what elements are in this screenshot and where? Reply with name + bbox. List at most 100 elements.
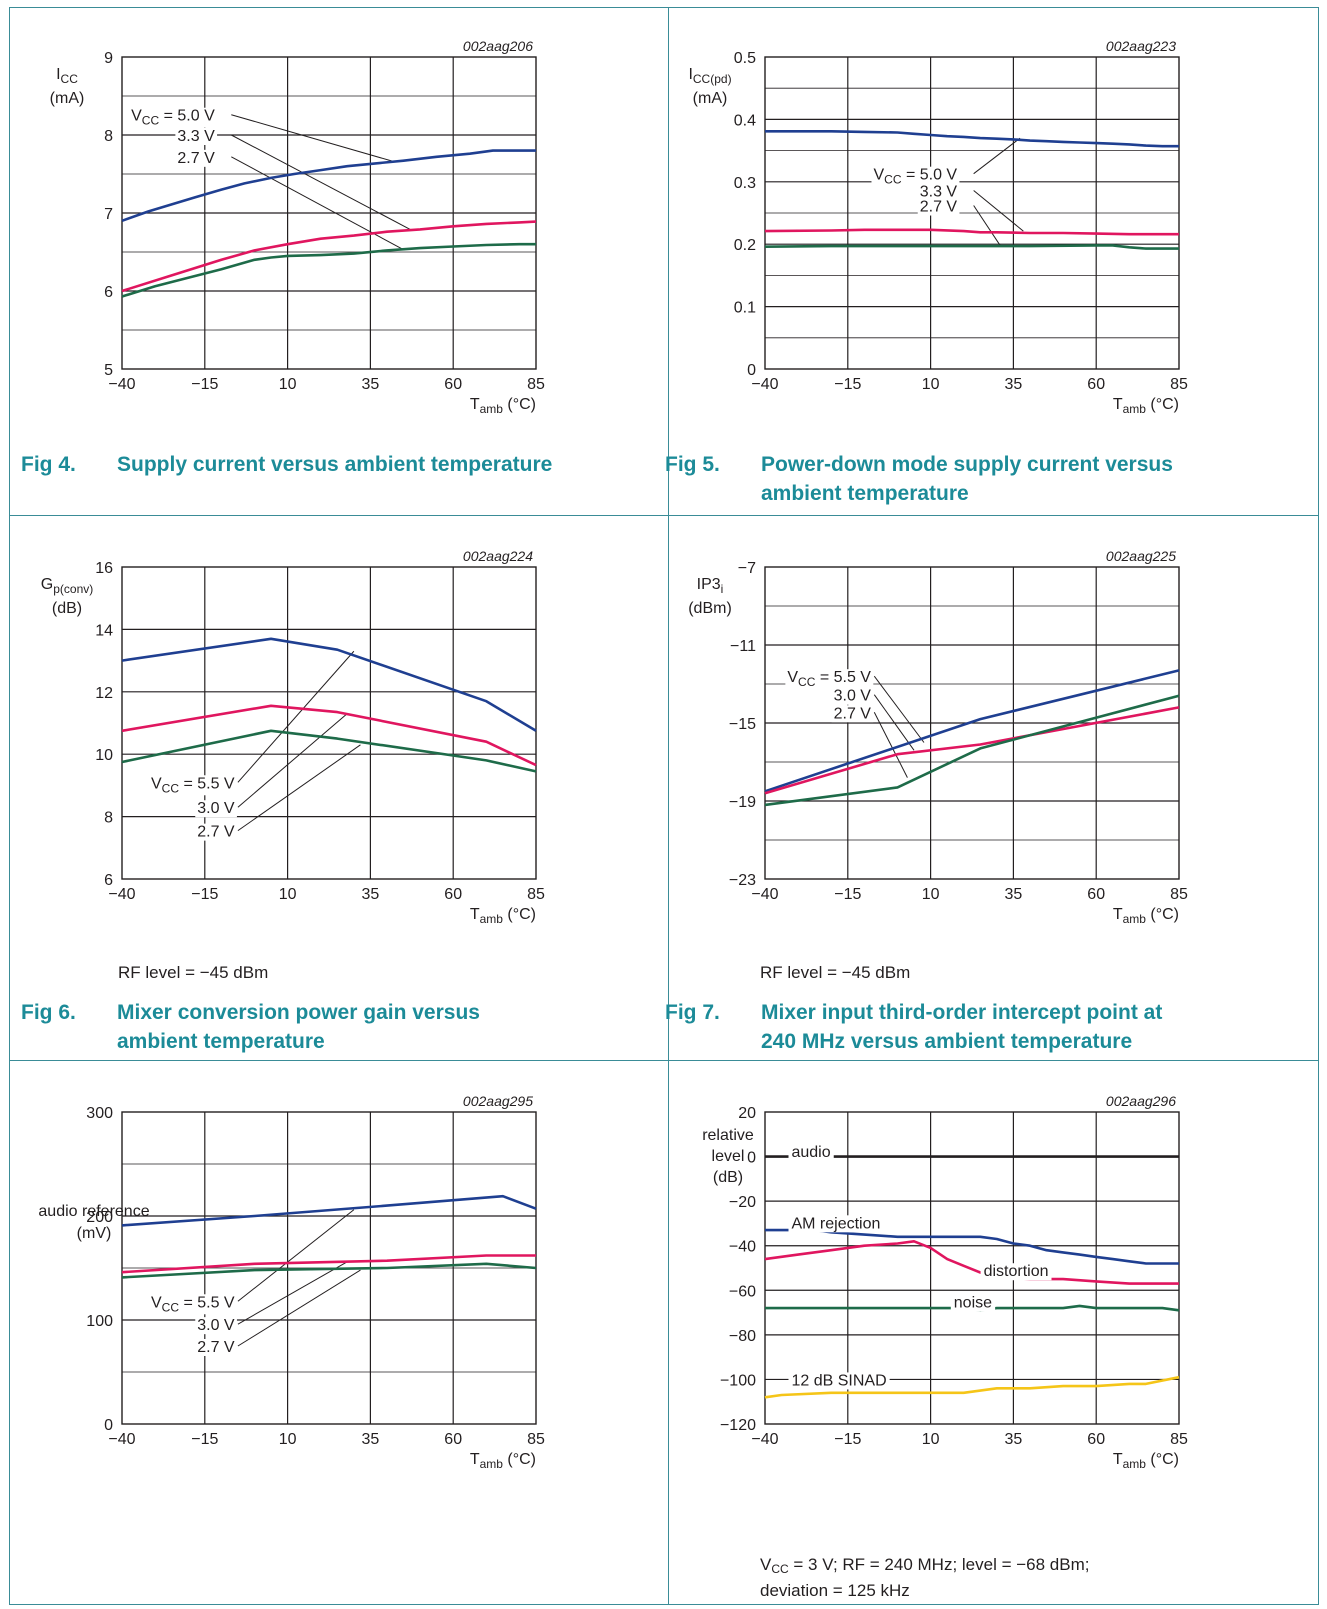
series-label: 2.7 V <box>920 199 958 216</box>
figure-code: 002aag224 <box>463 548 533 564</box>
y-tick-label: 20 <box>738 1105 756 1122</box>
x-axis-label: Tamb (°C) <box>470 906 536 926</box>
curve-label: noise <box>954 1294 992 1311</box>
series-line-3 <box>121 242 536 298</box>
series-label: 3.0 V <box>197 1317 235 1334</box>
series-label: VCC = 5.5 V <box>151 1294 235 1314</box>
leader-line <box>873 675 925 743</box>
label-bg <box>950 1294 996 1312</box>
series-line-2 <box>764 228 1179 236</box>
chart-fig9: −40 −15 10 35 60 85 −120 −100 −80 −60 −40 −20 0 20 Tam… <box>660 1055 1320 1485</box>
series-line-2 <box>121 220 537 293</box>
x-axis-label: Tamb (°C) <box>470 396 536 416</box>
x-tick-label: 35 <box>1005 886 1023 903</box>
label-bg <box>788 1372 890 1390</box>
plot-frame <box>121 56 537 370</box>
x-tick-label: −15 <box>834 376 861 393</box>
chart-fig6-svg: −40 −15 10 35 60 85 6 8 10 12 14 16 Tamb (°C) Gp(conv… <box>41 548 545 926</box>
plot-frame <box>764 566 1180 880</box>
x-tick-label: 10 <box>922 1431 940 1448</box>
y-axis-label: IP3i <box>697 576 724 596</box>
note-fig9-line2: deviation = 125 kHz <box>760 1581 910 1600</box>
leader-line <box>237 713 348 808</box>
chart-fig5: −40 −15 10 35 60 85 0 0.1 0.2 0.3 0.4 0.5 Tamb (°C) I… <box>660 0 1320 430</box>
figure-code: 002aag223 <box>1106 38 1176 54</box>
x-tick-label: 35 <box>1005 1431 1023 1448</box>
series-label: 2.7 V <box>177 150 215 167</box>
x-axis-label: Tamb (°C) <box>1113 396 1179 416</box>
label-bg <box>980 1263 1052 1281</box>
chart-fig6: −40 −15 10 35 60 85 6 8 10 12 14 16 Tamb (°C) Gp(conv… <box>0 510 660 940</box>
x-axis-label: Tamb (°C) <box>470 1451 536 1471</box>
y-axis-unit: (mA) <box>50 90 85 107</box>
y-tick-label: −120 <box>720 1417 756 1434</box>
gridlines <box>122 57 536 369</box>
series-line-1 <box>765 130 1179 148</box>
y-tick-label: 10 <box>95 747 113 764</box>
label-bg <box>148 1294 237 1315</box>
leader-line <box>873 694 915 751</box>
label-bg <box>788 1144 834 1161</box>
y-tick-label: −80 <box>729 1328 756 1345</box>
y-tick-label: −20 <box>729 1194 756 1211</box>
grid-divider-row1 <box>10 515 1318 516</box>
caption-fig6-number: Fig 6. <box>21 1001 76 1024</box>
label-bg <box>785 669 874 690</box>
label-bg <box>195 800 237 818</box>
x-tick-label: −40 <box>751 1431 778 1448</box>
x-tick-label: 10 <box>922 886 940 903</box>
x-axis-label: Tamb (°C) <box>1113 1451 1179 1471</box>
gridlines <box>122 567 536 879</box>
chart-fig7-svg: −40 −15 10 35 60 85 −23 −19 −15 −11 −7 Tamb (°C) IP3… <box>688 548 1188 926</box>
series-label: VCC = 5.0 V <box>873 167 957 187</box>
leader-line <box>237 1269 361 1347</box>
y-tick-label: −100 <box>720 1372 756 1389</box>
label-bg <box>788 1215 884 1233</box>
y-tick-label: 300 <box>86 1105 113 1122</box>
x-tick-label: 85 <box>527 376 545 393</box>
leader-line <box>973 190 1024 232</box>
x-tick-label: 60 <box>1087 376 1105 393</box>
y-tick-label: 0.4 <box>734 112 756 129</box>
curve-label: 12 dB SINAD <box>791 1372 886 1389</box>
plot-frame <box>121 566 537 880</box>
x-tick-label: −40 <box>108 1431 135 1448</box>
chart-fig5-svg: −40 −15 10 35 60 85 0 0.1 0.2 0.3 0.4 0.5 Tamb (°C) I… <box>688 38 1188 416</box>
series-label: VCC = 5.5 V <box>787 669 871 689</box>
chart-fig8-svg: −40 −15 10 35 60 85 0 100 200 300 Tamb (°C) audio r… <box>38 1093 545 1471</box>
y-tick-label: 0 <box>747 362 756 379</box>
x-tick-label: 35 <box>362 1431 380 1448</box>
y-tick-label: 16 <box>95 560 113 577</box>
y-tick-label: 0.3 <box>734 175 756 192</box>
series-line-3 <box>121 1262 537 1279</box>
label-bg <box>917 198 960 216</box>
x-tick-label: 35 <box>362 376 380 393</box>
x-tick-label: 60 <box>1087 1431 1105 1448</box>
label-bg <box>129 107 218 128</box>
caption-fig5-text: Power-down mode supply current versus am… <box>761 453 1173 505</box>
x-tick-label: −15 <box>834 1431 861 1448</box>
series-label: 2.7 V <box>197 1339 235 1356</box>
x-tick-label: 35 <box>1005 376 1023 393</box>
figure-code: 002aag225 <box>1106 548 1176 564</box>
chart-fig9-svg: −40 −15 10 35 60 85 −120 −100 −80 −60 −40 −20 0 20 Tam… <box>702 1093 1188 1471</box>
y-axis-unit: (dB) <box>713 1169 743 1186</box>
series-line-2 <box>765 1228 1179 1265</box>
x-tick-label: −40 <box>108 886 135 903</box>
y-tick-label: 0.1 <box>734 300 756 317</box>
leader-line <box>231 134 411 230</box>
curve-label: distortion <box>984 1263 1049 1280</box>
series-label: 2.7 V <box>834 705 872 722</box>
x-axis-label: Tamb (°C) <box>1113 906 1179 926</box>
y-tick-label: −15 <box>729 716 756 733</box>
note-fig7: RF level = −45 dBm <box>760 963 911 982</box>
leader-line <box>973 205 1001 246</box>
series-line-4 <box>765 1304 1180 1312</box>
leader-line <box>237 1209 355 1302</box>
y-tick-label: 14 <box>95 622 113 639</box>
series-label: 2.7 V <box>197 824 235 841</box>
series-line-1 <box>121 1194 537 1227</box>
series-line-1 <box>121 149 536 223</box>
series-label: VCC = 5.5 V <box>151 775 235 795</box>
y-axis-unit: (mA) <box>693 90 728 107</box>
